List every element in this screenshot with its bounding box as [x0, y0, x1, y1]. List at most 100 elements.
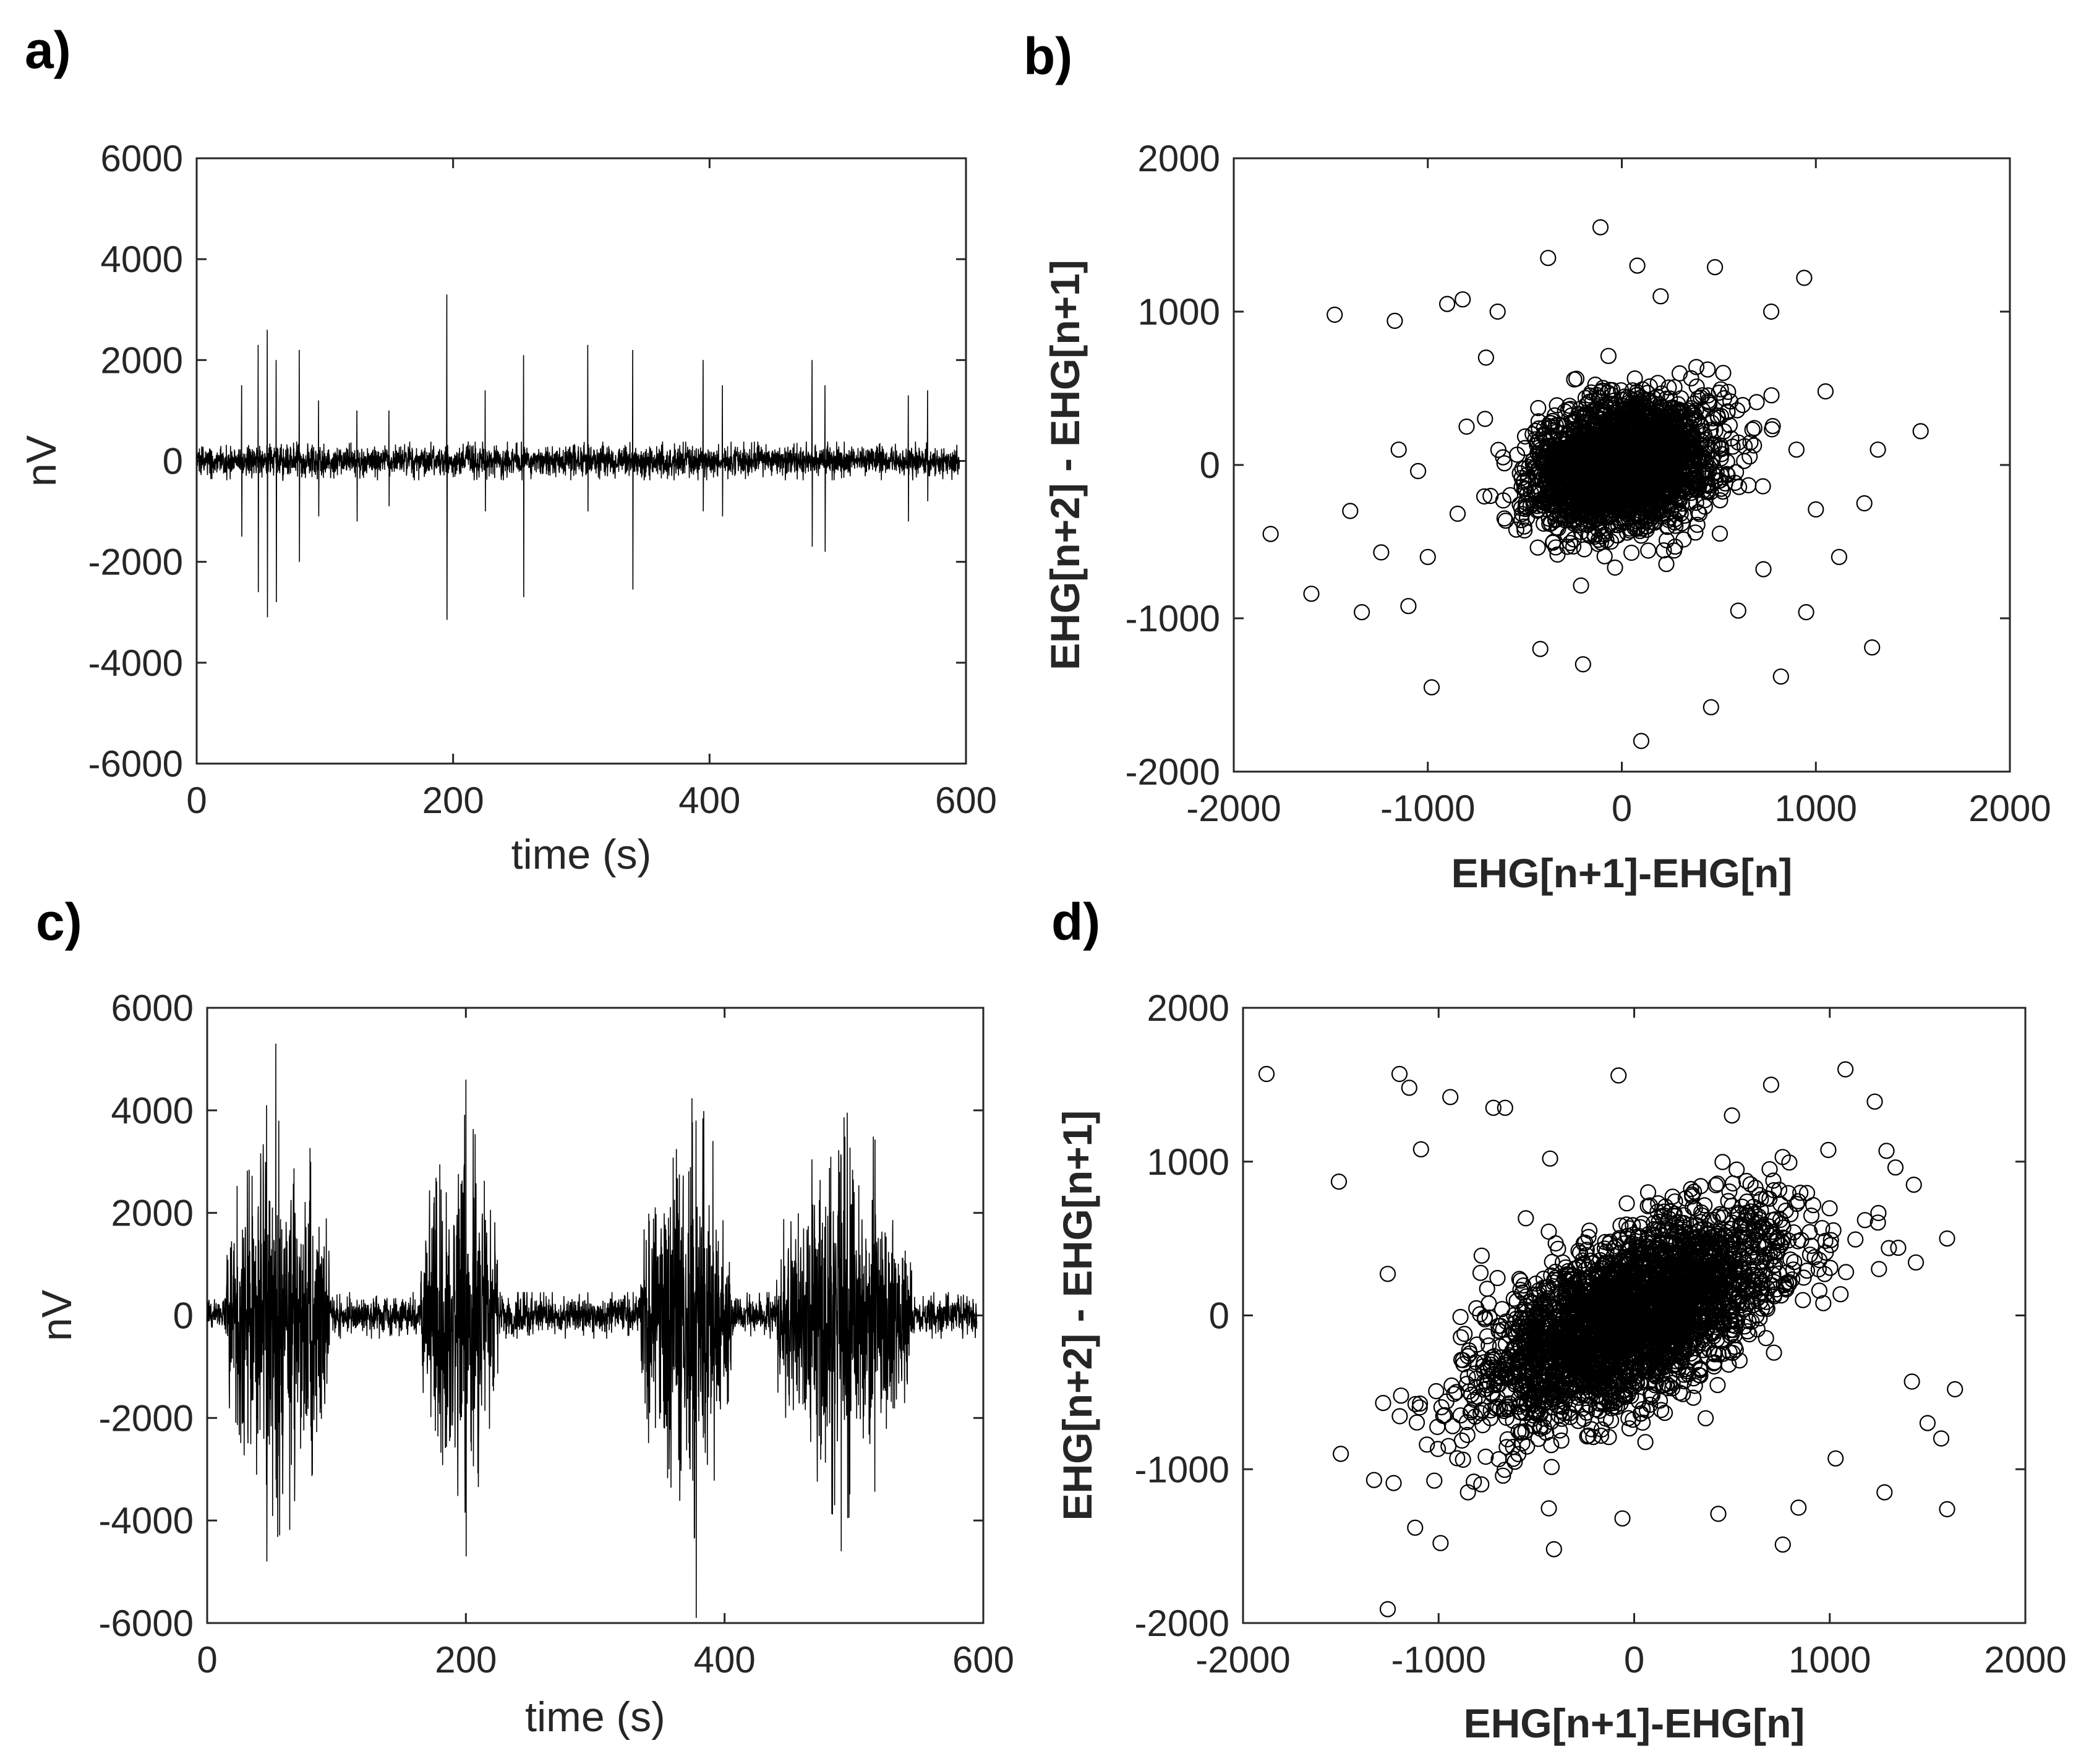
scatter-point: [1591, 455, 1608, 472]
signal-trace: [196, 294, 960, 620]
scatter-point: [1628, 475, 1645, 492]
scatter-point: [1540, 1500, 1557, 1517]
scatter-point: [1711, 384, 1727, 401]
scatter-point: [1688, 494, 1704, 511]
y-tick-label: 2000: [1147, 987, 1229, 1029]
scatter-point: [1583, 430, 1599, 447]
scatter-point: [1723, 430, 1740, 447]
scatter-point: [1565, 538, 1582, 555]
scatter-point: [1693, 437, 1710, 453]
scatter-point: [1744, 421, 1761, 438]
y-tick-label: 2000: [101, 339, 183, 381]
scatter-point: [1444, 1418, 1461, 1434]
panel-label-d: d): [1051, 893, 1100, 951]
scatter-point: [1489, 1269, 1506, 1287]
scatter-point: [1549, 546, 1566, 563]
scatter-point: [1782, 1251, 1799, 1268]
scatter-point: [1572, 493, 1589, 510]
scatter-point: [1516, 440, 1533, 456]
scatter-point: [1707, 259, 1724, 276]
scatter-point: [1690, 504, 1706, 521]
y-tick-label: 0: [1200, 445, 1220, 486]
scatter-point: [1689, 516, 1706, 533]
scatter-point: [1694, 402, 1711, 419]
scatter-point: [1683, 370, 1699, 387]
scatter-point: [1736, 453, 1753, 469]
scatter-point: [1816, 1266, 1833, 1282]
scatter-point: [1714, 1306, 1730, 1323]
x-tick-label: 600: [935, 780, 997, 821]
scatter-point: [1650, 404, 1667, 421]
scatter-point: [1437, 1407, 1453, 1423]
scatter-point: [1618, 1195, 1635, 1212]
scatter-point: [1589, 485, 1605, 501]
scatter-point: [1795, 1292, 1811, 1308]
scatter-point: [1553, 1432, 1570, 1449]
scatter-point: [1552, 507, 1568, 524]
scatter-point: [1647, 406, 1664, 423]
scatter-point: [1458, 1376, 1476, 1392]
scatter-point: [1712, 440, 1729, 456]
scatter-point: [1790, 1193, 1806, 1209]
scatter-point: [1664, 1380, 1681, 1397]
scatter-point: [1497, 512, 1514, 529]
scatter-point: [1375, 1395, 1391, 1412]
scatter-point: [1815, 1295, 1832, 1311]
scatter-point: [1825, 1222, 1842, 1239]
scatter-point: [1490, 441, 1506, 458]
scatter-point: [1580, 1259, 1597, 1276]
scatter-point: [1439, 296, 1456, 312]
y-axis-label: nV: [18, 435, 65, 487]
scatter-point: [1741, 448, 1758, 465]
panel-b: b) -2000 -1000 0 1000 2000200010000-1000-200…: [1023, 27, 2051, 896]
scatter-point: [1792, 1184, 1809, 1201]
scatter-point: [1808, 501, 1824, 518]
scatter-points: [1258, 1061, 1963, 1617]
scatter-point: [1617, 513, 1634, 530]
scatter-point: [1748, 1268, 1765, 1284]
scatter-point: [1766, 1248, 1783, 1264]
x-tick-label: 0: [1624, 1639, 1644, 1681]
scatter-point: [1540, 250, 1557, 266]
scatter-point: [1796, 270, 1813, 286]
scatter-point: [1610, 445, 1627, 462]
scatter-point: [1516, 522, 1533, 539]
scatter-point: [1768, 1281, 1785, 1298]
scatter-point: [1410, 462, 1427, 480]
scatter-point: [1262, 526, 1279, 542]
y-tick-label: -1000: [1126, 598, 1220, 639]
y-tick-label: -1000: [1135, 1449, 1229, 1490]
scatter-point: [1579, 427, 1596, 445]
scatter-point: [1532, 472, 1549, 488]
scatter-point: [1691, 479, 1707, 495]
scatter-point: [1554, 1254, 1571, 1271]
scatter-point: [1761, 1190, 1778, 1207]
panel-label-b: b): [1023, 27, 1072, 85]
y-tick-label: 6000: [101, 138, 183, 179]
scatter-point: [1545, 493, 1562, 509]
scatter-point: [1660, 511, 1677, 529]
scatter-point: [1711, 525, 1728, 542]
y-tick-label: -6000: [99, 1603, 194, 1644]
scatter-point: [1423, 679, 1440, 696]
scatter-point: [1647, 464, 1664, 480]
scatter-point: [1683, 419, 1699, 436]
scatter-point: [1832, 1286, 1849, 1303]
scatter-point: [1715, 365, 1732, 381]
scatter-point: [1530, 501, 1547, 518]
scatter-point: [1638, 509, 1654, 526]
y-axis-label: nV: [33, 1289, 80, 1341]
scatter-point: [1625, 1412, 1641, 1428]
scatter-point: [1763, 387, 1780, 404]
scatter-point: [1440, 1438, 1457, 1454]
scatter-point: [1545, 534, 1562, 551]
scatter-point: [1781, 1154, 1798, 1171]
scatter-point: [1579, 1428, 1596, 1445]
x-tick-label: 1000: [1775, 788, 1857, 829]
x-tick-label: 200: [435, 1639, 497, 1681]
scatter-point: [1748, 394, 1765, 411]
scatter-point: [1556, 469, 1573, 485]
scatter-point: [1912, 423, 1929, 440]
scatter-point: [1514, 461, 1531, 477]
